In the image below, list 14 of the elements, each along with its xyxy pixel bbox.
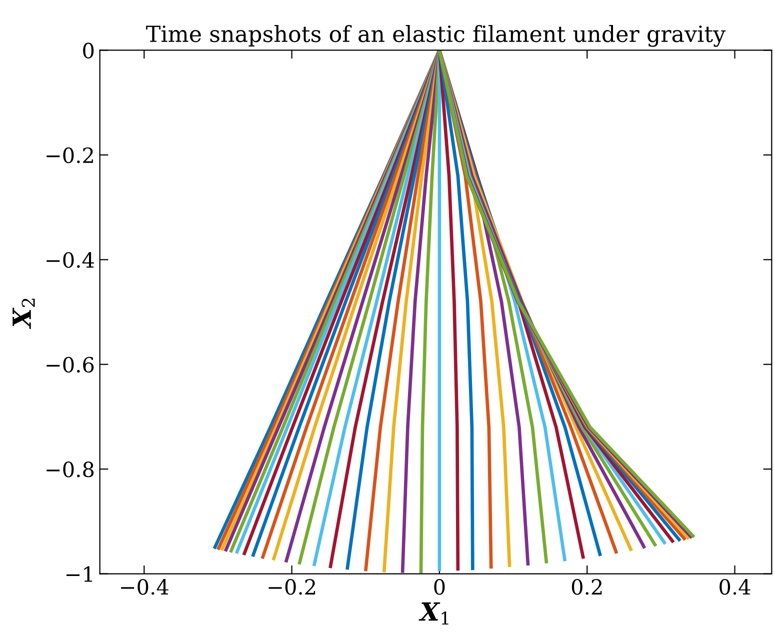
x-tick-label: −0.2 <box>268 579 316 595</box>
y-tick-label: −0.6 <box>46 356 94 373</box>
y-tick-label: −1 <box>66 566 92 582</box>
x-axis-title: X$_{1}$ <box>418 602 448 624</box>
y-tick-label: 0 <box>83 42 94 58</box>
y-tick-label: −0.4 <box>46 252 94 268</box>
x-tick-label: 0.2 <box>572 579 602 595</box>
x-tick-label: 0.4 <box>720 579 750 595</box>
y-tick-label: −0.2 <box>46 147 93 164</box>
x-tick-label: −0.4 <box>121 579 168 595</box>
y-tick-label: −0.8 <box>46 462 94 478</box>
x-tick-label: 0 <box>434 579 445 595</box>
y-axis-title: X$_{2}$ <box>12 298 35 330</box>
chart-title: Time snapshots of an elastic filament under gravity <box>146 25 726 47</box>
